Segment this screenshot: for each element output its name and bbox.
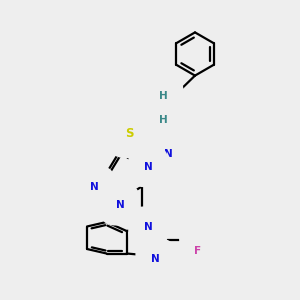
Text: F: F [194, 246, 202, 256]
Text: S: S [125, 127, 134, 140]
Text: H: H [159, 91, 168, 101]
Text: N: N [151, 254, 160, 264]
Text: H: H [159, 115, 168, 125]
Text: N: N [144, 161, 153, 172]
Text: F: F [199, 236, 206, 247]
Text: N: N [116, 200, 124, 210]
Text: N: N [164, 148, 173, 159]
Text: F: F [194, 226, 202, 236]
Text: N: N [144, 222, 153, 232]
Text: N: N [90, 182, 99, 192]
